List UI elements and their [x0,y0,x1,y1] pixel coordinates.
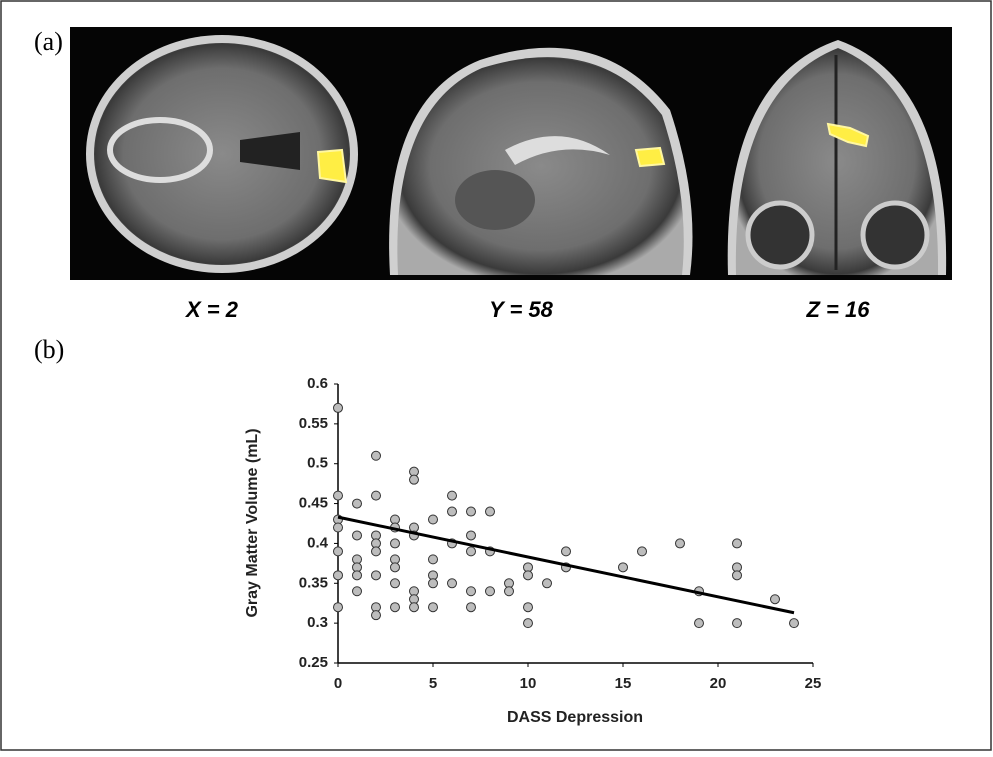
point [334,523,343,532]
x-tick-label: 5 [429,675,437,692]
y-tick-label: 0.55 [299,415,328,432]
trend-line [338,517,794,613]
point [695,619,704,628]
x-tick-label: 20 [710,675,727,692]
x-axis-label: DASS Depression [507,709,643,726]
point [429,603,438,612]
point [334,547,343,556]
point [353,571,362,580]
point [619,563,628,572]
figure: (a) (b) X = 2 Y = 58 Z = 16 DASS Depress… [0,0,993,752]
point [372,611,381,620]
point [429,555,438,564]
point [638,547,647,556]
point [524,603,533,612]
point [486,587,495,596]
y-tick-label: 0.5 [307,455,328,472]
point [733,619,742,628]
y-tick-label: 0.45 [299,495,328,512]
y-tick-label: 0.35 [299,574,328,591]
point [334,491,343,500]
point [790,619,799,628]
point [467,531,476,540]
point [353,587,362,596]
point [676,539,685,548]
point [334,603,343,612]
x-tick-label: 15 [615,675,632,692]
point [372,571,381,580]
point [448,579,457,588]
brain-images [70,27,952,280]
point [372,547,381,556]
point [543,579,552,588]
point [372,451,381,460]
point [467,603,476,612]
point [391,539,400,548]
point [391,579,400,588]
slice-label: Y = 58 [489,297,554,322]
point [429,515,438,524]
point [353,531,362,540]
y-tick-label: 0.6 [307,375,328,392]
panel-label: (b) [34,335,64,364]
point [353,499,362,508]
point [372,491,381,500]
point [448,491,457,500]
point [410,475,419,484]
x-tick-label: 25 [805,675,822,692]
y-tick-label: 0.4 [307,534,329,551]
point [733,539,742,548]
panel-label: (a) [34,27,63,56]
point [467,507,476,516]
point [524,571,533,580]
y-tick-label: 0.25 [299,654,328,671]
point [429,579,438,588]
point [334,403,343,412]
point [334,571,343,580]
x-tick-label: 10 [520,675,537,692]
slice-label: X = 2 [184,297,239,322]
point [448,507,457,516]
y-tick-label: 0.3 [307,614,328,631]
x-tick-label: 0 [334,675,342,692]
point [467,547,476,556]
point [505,587,514,596]
point [733,571,742,580]
slice-label: Z = 16 [806,297,871,322]
point [562,547,571,556]
point [771,595,780,604]
point [391,603,400,612]
point [524,619,533,628]
point [391,563,400,572]
y-axis-label: Gray Matter Volume (mL) [244,428,261,617]
point [467,587,476,596]
point [410,603,419,612]
point [486,507,495,516]
